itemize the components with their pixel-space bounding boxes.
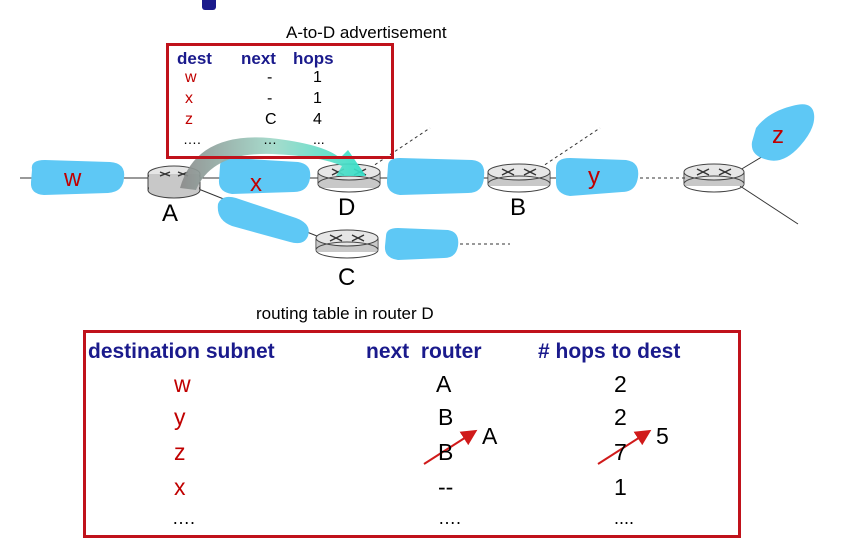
router-A-label: A — [162, 200, 179, 227]
router-B-shape — [487, 163, 551, 193]
routing-table: destination subnet next router # hops to… — [83, 330, 741, 538]
subnet-z-label: z — [772, 122, 784, 149]
router-C-shape — [315, 229, 379, 259]
adv-row-next: C — [265, 111, 277, 128]
adv-row-dest: z — [185, 111, 193, 128]
rt-row-hops: 1 — [614, 474, 627, 500]
rt-row-dest: …. — [172, 508, 196, 528]
router-E-shape — [683, 163, 745, 193]
adv-header-dest: dest — [177, 49, 212, 68]
advertisement-caption: A-to-D advertisement — [286, 23, 447, 42]
rt-row-next-old: B — [438, 439, 454, 465]
rt-header-hops: # hops to dest — [538, 340, 681, 363]
title-fragment — [202, 0, 216, 10]
rt-header-next: next router — [366, 340, 482, 363]
routing-table-caption: routing table in router D — [256, 304, 434, 323]
rt-row-dest: x — [174, 474, 186, 500]
adv-row-hops: 4 — [313, 111, 322, 128]
rt-row-hops: 2 — [614, 404, 627, 430]
subnet-y-shape — [556, 158, 639, 196]
rt-header-dest: destination subnet — [88, 340, 275, 363]
rt-row-next: A — [436, 371, 452, 397]
rt-row-dest: z — [174, 439, 186, 465]
advertisement-table: dest next hops w - 1 x - 1 z C 4 …. … ..… — [166, 43, 394, 159]
rt-row-dest: y — [174, 404, 186, 430]
adv-row-dest: w — [185, 69, 197, 86]
adv-row-hops: 1 — [313, 90, 322, 107]
subnet-x-shape — [218, 158, 311, 194]
subnet-z-shape — [751, 104, 815, 161]
adv-row-hops: 1 — [313, 69, 322, 86]
link-D-up — [369, 127, 431, 169]
router-D-label: D — [338, 194, 356, 221]
link-E-down — [739, 185, 799, 225]
subnet-AC-shape — [217, 196, 309, 244]
rt-row-next: B — [438, 404, 454, 430]
rt-row-hops-new: 5 — [656, 423, 669, 449]
adv-header-next: next — [241, 49, 276, 68]
adv-row-next: - — [267, 90, 273, 107]
adv-row-dest: x — [185, 90, 193, 107]
rt-row-hops: .... — [614, 508, 635, 528]
rt-row-dest: w — [174, 371, 191, 397]
update-arrow-hops — [597, 429, 652, 465]
subnet-w-label: w — [64, 165, 82, 192]
adv-row-next: … — [263, 131, 277, 147]
link-B-up — [539, 127, 601, 169]
subnet-C-right-shape — [384, 228, 459, 260]
adv-header-hops: hops — [293, 49, 334, 68]
rt-row-next-new: A — [482, 423, 498, 449]
router-B-label: B — [510, 194, 527, 221]
rt-row-next: …. — [438, 508, 462, 528]
rt-row-hops: 2 — [614, 371, 627, 397]
router-C-label: C — [338, 264, 356, 291]
subnet-db-shape — [386, 158, 485, 195]
rt-row-next: -- — [438, 474, 454, 500]
advertisement-arrow — [180, 137, 366, 190]
subnet-y-label: y — [588, 163, 600, 190]
subnet-x-label: x — [250, 170, 262, 197]
update-arrow-next — [423, 429, 478, 465]
subnets — [30, 104, 815, 260]
adv-row-hops: ... — [313, 131, 325, 147]
rt-row-hops-old: 7 — [614, 439, 627, 465]
adv-row-dest: …. — [183, 131, 201, 147]
adv-row-next: - — [267, 69, 273, 86]
subnet-w-shape — [30, 160, 125, 195]
